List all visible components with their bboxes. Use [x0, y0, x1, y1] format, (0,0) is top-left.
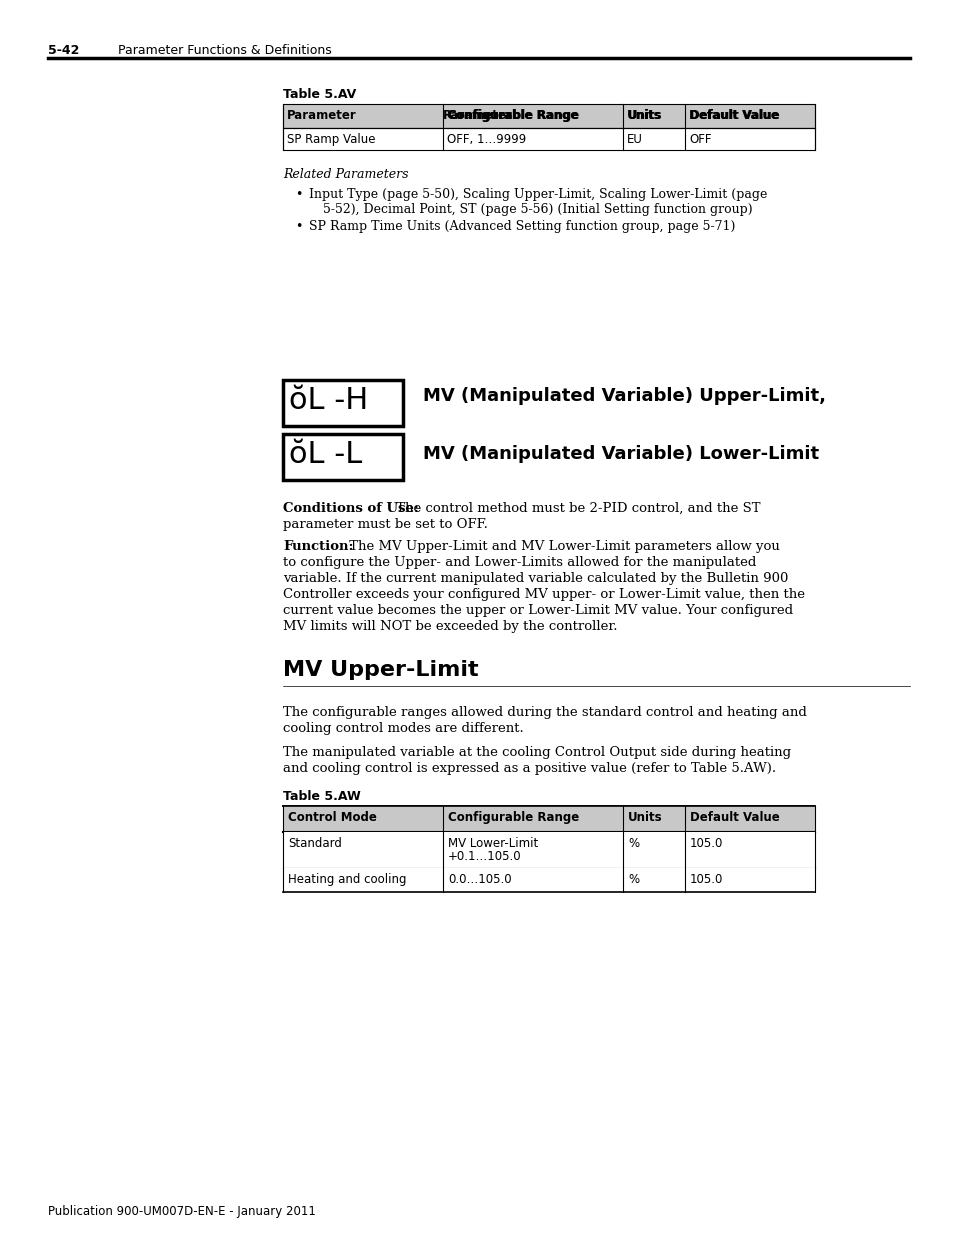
Text: Conditions of Use:: Conditions of Use:	[283, 501, 418, 515]
Bar	[283, 104, 814, 128]
Text: Parameter Functions & Definitions: Parameter Functions & Definitions	[118, 44, 332, 57]
Text: cooling control modes are different.: cooling control modes are different.	[283, 722, 523, 735]
Text: MV (Manipulated Variable) Upper-Limit,: MV (Manipulated Variable) Upper-Limit,	[422, 387, 825, 405]
Text: SP Ramp Time Units (Advanced Setting function group, page 5-71): SP Ramp Time Units (Advanced Setting fun…	[309, 220, 735, 233]
Text: MV Upper-Limit: MV Upper-Limit	[283, 659, 478, 680]
Text: Parameter: Parameter	[442, 109, 512, 122]
Text: The manipulated variable at the cooling Control Output side during heating: The manipulated variable at the cooling …	[283, 746, 790, 760]
Bar	[283, 128, 814, 149]
Text: 5-42: 5-42	[48, 44, 79, 57]
Text: Units: Units	[627, 109, 662, 122]
Text: Table 5.AV: Table 5.AV	[283, 88, 355, 101]
Text: Publication 900-UM007D-EN-E - January 2011: Publication 900-UM007D-EN-E - January 20…	[48, 1205, 315, 1218]
Text: %: %	[627, 837, 639, 850]
Text: Units: Units	[627, 811, 662, 824]
Bar	[283, 433, 402, 480]
Text: Table 5.AW: Table 5.AW	[283, 790, 360, 803]
Bar	[283, 380, 402, 426]
Text: •: •	[294, 188, 302, 201]
Text: The configurable ranges allowed during the standard control and heating and: The configurable ranges allowed during t…	[283, 706, 806, 719]
Text: 105.0: 105.0	[689, 837, 722, 850]
Text: Default Value: Default Value	[688, 109, 778, 122]
Text: SP Ramp Value: SP Ramp Value	[287, 133, 375, 146]
Text: Units: Units	[626, 109, 661, 122]
Text: 0.0…105.0: 0.0…105.0	[448, 873, 511, 885]
Text: MV Lower-Limit: MV Lower-Limit	[448, 837, 537, 850]
Text: current value becomes the upper or Lower-Limit MV value. Your configured: current value becomes the upper or Lower…	[283, 604, 792, 618]
Text: Related Parameters: Related Parameters	[283, 168, 408, 182]
Text: Parameter: Parameter	[287, 109, 356, 122]
Bar	[283, 806, 814, 832]
Text: to configure the Upper- and Lower-Limits allowed for the manipulated: to configure the Upper- and Lower-Limits…	[283, 556, 756, 569]
Text: Control Mode: Control Mode	[288, 811, 376, 824]
Bar	[283, 868, 814, 892]
Text: Function:: Function:	[283, 540, 354, 553]
Text: parameter must be set to OFF.: parameter must be set to OFF.	[283, 517, 487, 531]
Text: and cooling control is expressed as a positive value (refer to Table 5.AW).: and cooling control is expressed as a po…	[283, 762, 776, 776]
Text: Standard: Standard	[288, 837, 341, 850]
Text: EU: EU	[626, 133, 642, 146]
Text: The MV Upper-Limit and MV Lower-Limit parameters allow you: The MV Upper-Limit and MV Lower-Limit pa…	[345, 540, 779, 553]
Text: MV limits will NOT be exceeded by the controller.: MV limits will NOT be exceeded by the co…	[283, 620, 617, 634]
Text: Heating and cooling: Heating and cooling	[288, 873, 406, 885]
Text: Default Value: Default Value	[689, 109, 779, 122]
Text: +0.1…105.0: +0.1…105.0	[448, 850, 521, 863]
Bar	[283, 832, 814, 868]
Text: 5-52), Decimal Point, ST (page 5-56) (Initial Setting function group): 5-52), Decimal Point, ST (page 5-56) (In…	[323, 203, 752, 216]
Text: Configurable Range: Configurable Range	[448, 811, 578, 824]
Text: ŏL -L: ŏL -L	[289, 440, 362, 469]
Text: %: %	[627, 873, 639, 885]
Text: variable. If the current manipulated variable calculated by the Bulletin 900: variable. If the current manipulated var…	[283, 572, 787, 585]
Text: Configurable Range: Configurable Range	[448, 109, 578, 122]
Text: Configurable Range: Configurable Range	[447, 109, 578, 122]
Text: Controller exceeds your configured MV upper- or Lower-Limit value, then the: Controller exceeds your configured MV up…	[283, 588, 804, 601]
Text: OFF, 1…9999: OFF, 1…9999	[447, 133, 526, 146]
Text: OFF: OFF	[688, 133, 711, 146]
Text: MV (Manipulated Variable) Lower-Limit: MV (Manipulated Variable) Lower-Limit	[422, 445, 819, 463]
Text: Input Type (page 5-50), Scaling Upper-Limit, Scaling Lower-Limit (page: Input Type (page 5-50), Scaling Upper-Li…	[309, 188, 766, 201]
Text: The control method must be 2-PID control, and the ST: The control method must be 2-PID control…	[392, 501, 760, 515]
Text: ŏL -H: ŏL -H	[289, 387, 368, 415]
Text: Default Value: Default Value	[689, 811, 779, 824]
Text: 105.0: 105.0	[689, 873, 722, 885]
Text: •: •	[294, 220, 302, 233]
